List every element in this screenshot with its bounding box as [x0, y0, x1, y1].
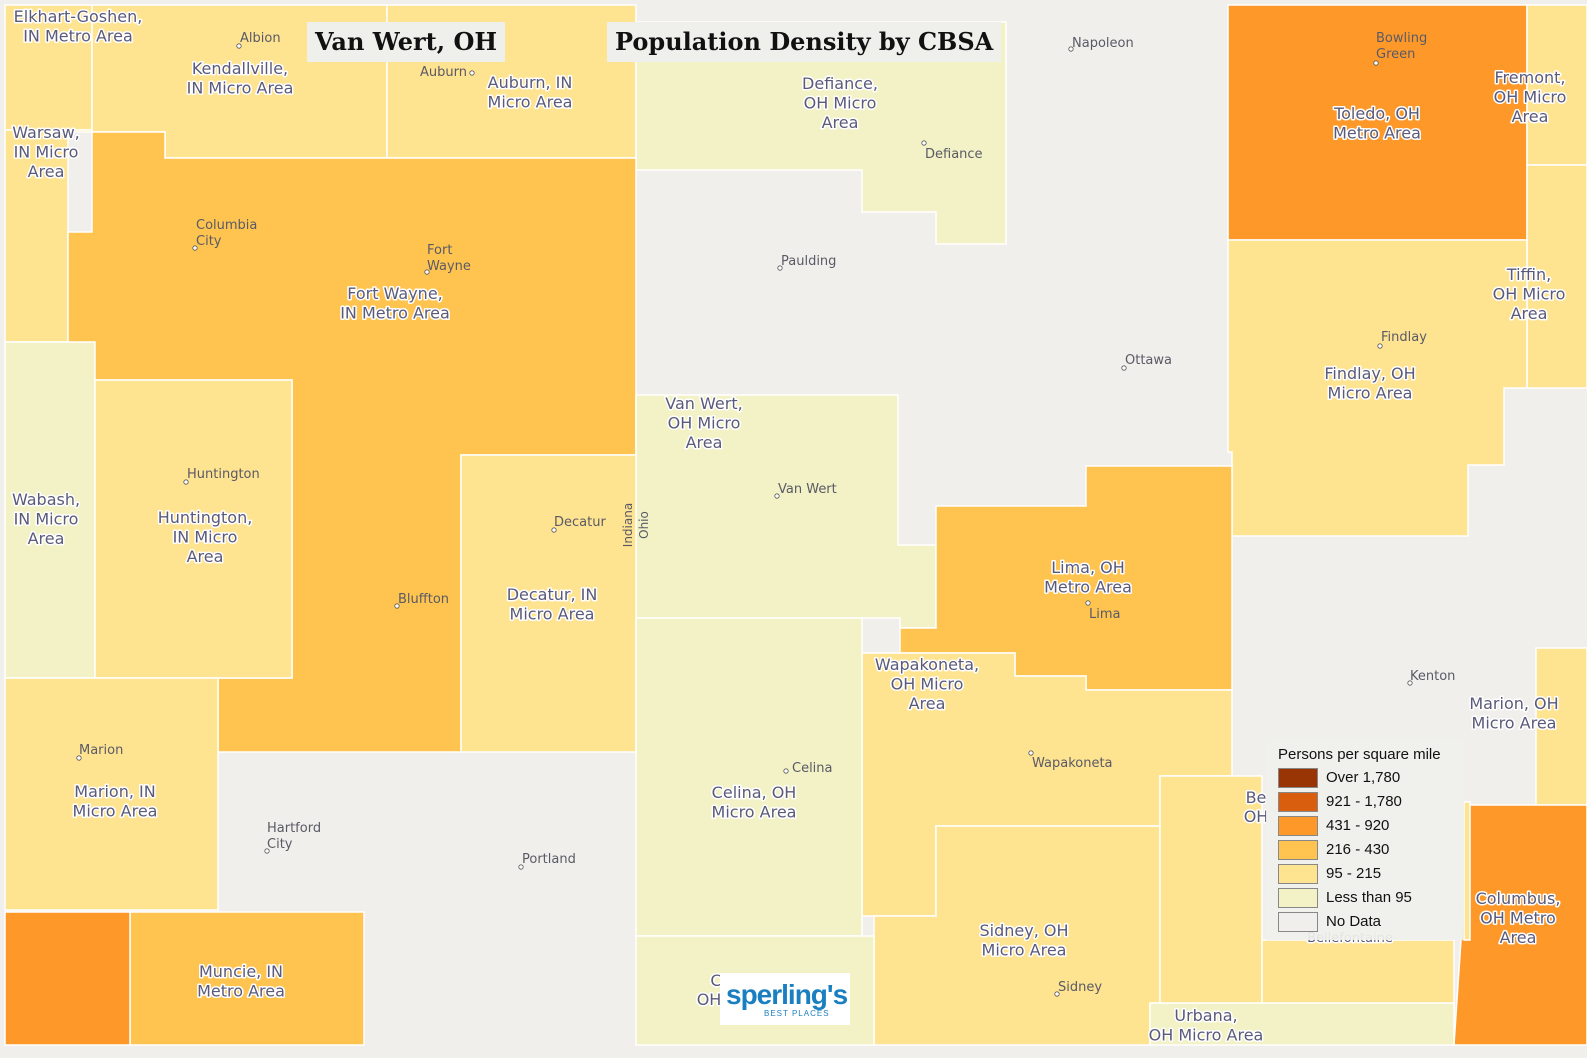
area-label-fremont-oh-micro-area: Fremont, OH Micro Area [1494, 68, 1567, 126]
area-label-wapakoneta-oh-micro-area: Wapakoneta, OH Micro Area [875, 655, 979, 713]
city-label-napoleon: Napoleon [1072, 36, 1134, 51]
area-label-celina-oh-micro-area: Celina, OH Micro Area [712, 783, 797, 822]
map-title: Population Density by CBSA [607, 22, 1002, 62]
city-label-albion: Albion [240, 31, 281, 46]
area-label-kendallville-in-micro-area: Kendallville, IN Micro Area [187, 59, 294, 98]
city-dot-wapakoneta [1028, 750, 1034, 756]
city-label-columbia-city: Columbia City [196, 218, 257, 249]
area-label-marion-in-micro-area: Marion, IN Micro Area [73, 782, 158, 821]
area-label-defiance-oh-micro-area: Defiance, OH Micro Area [802, 74, 878, 132]
region-huntington-in-micro-area [94, 379, 293, 679]
city-label-defiance: Defiance [925, 147, 983, 162]
city-dot-defiance [921, 140, 927, 146]
city-label-lima: Lima [1089, 607, 1120, 622]
city-dot-fort-wayne [424, 269, 430, 275]
logo-name: sperling's [726, 979, 848, 1010]
area-label-auburn-in-micro-area: Auburn, IN Micro Area [488, 73, 573, 112]
region-bellefontaine-east [1463, 801, 1471, 941]
city-dot-lima [1085, 600, 1091, 606]
city-label-findlay: Findlay [1381, 330, 1427, 345]
area-label-urbana-oh-micro-area: Urbana, OH Micro Area [1149, 1006, 1264, 1045]
region-defiance-oh-micro-area [635, 21, 1007, 245]
city-dot-auburn [469, 70, 475, 76]
city-label-decatur: Decatur [554, 515, 606, 530]
region-delaware-in [4, 911, 131, 1046]
region-findlay-oh-micro-area [1227, 239, 1528, 537]
logo-tagline: BEST PLACES [764, 1009, 830, 1018]
city-label-fort-wayne: Fort Wayne [427, 243, 471, 274]
area-label-findlay-oh-micro-area: Findlay, OH Micro Area [1324, 364, 1415, 403]
area-label-sidney-oh-micro-area: Sidney, OH Micro Area [979, 921, 1068, 960]
legend: Persons per square mile Over 1,780 921 -… [1266, 738, 1464, 940]
sperlings-logo: sperling's BEST PLACES [720, 973, 850, 1025]
city-label-van-wert: Van Wert [778, 482, 837, 497]
city-dot-decatur [551, 527, 557, 533]
partial-label-0: Be [1246, 788, 1267, 807]
region-celina-oh-micro-area [635, 617, 863, 937]
area-label-tiffin-oh-micro-area: Tiffin, OH Micro Area [1493, 265, 1566, 323]
city-dot-huntington [183, 479, 189, 485]
city-dot-bluffton [394, 603, 400, 609]
region-marion-in-micro-area [4, 677, 219, 911]
region-marion-oh-micro-area [1535, 647, 1587, 806]
state-label-indiana: Indiana [621, 503, 635, 547]
area-label-toledo-oh-metro-area: Toledo, OH Metro Area [1333, 104, 1421, 143]
region-bellefontaine-south [1261, 939, 1455, 1004]
city-markers [76, 43, 1413, 997]
city-label-hartford-city: Hartford City [267, 821, 321, 852]
area-label-columbus-oh-metro-area: Columbus, OH Metro Area [1476, 889, 1561, 947]
city-dot-ottawa [1121, 365, 1127, 371]
city-label-auburn: Auburn [420, 65, 467, 80]
city-label-paulding: Paulding [781, 254, 836, 269]
area-labels: Elkhart-Goshen, IN Metro Area Kendallville… [10, 6, 1567, 1047]
area-label-huntington-in-micro-area: Huntington, IN Micro Area [158, 508, 253, 566]
city-dot-sidney [1054, 991, 1060, 997]
area-label-marion-oh-micro-area: Marion, OH Micro Area [1469, 694, 1558, 733]
area-label-lima-oh-metro-area: Lima, OH Metro Area [1044, 558, 1132, 597]
city-dot-paulding [777, 265, 783, 271]
partial-label-1: OH [1244, 807, 1269, 826]
partial-label-2: C [710, 971, 721, 990]
city-dot-napoleon [1068, 46, 1074, 52]
area-label-warsaw-in-micro-area: Warsaw, IN Micro Area [12, 123, 80, 181]
city-label-bluffton: Bluffton [398, 592, 449, 607]
city-dot-kenton [1407, 680, 1413, 686]
area-label-decatur-in-micro-area: Decatur, IN Micro Area [507, 585, 598, 624]
city-dot-hartford-city [264, 848, 270, 854]
city-label-kenton: Kenton [1410, 669, 1455, 684]
region-fremont-oh-micro-area [1526, 4, 1587, 166]
area-label-fort-wayne-in-metro-area: Fort Wayne, IN Metro Area [340, 284, 450, 323]
city-dot-columbia-city [192, 245, 198, 251]
city-dot-celina [783, 768, 789, 774]
city-label-wapakoneta: Wapakoneta [1032, 756, 1113, 771]
cbsa-regions [4, 4, 1587, 1046]
location-title: Van Wert, OH [307, 22, 506, 62]
region-columbus-oh-metro-area [1453, 804, 1587, 1046]
city-labels: Albion Auburn Napoleon Bowling Green Defiance… [79, 31, 1455, 995]
city-label-celina: Celina [792, 761, 833, 776]
city-label-ottawa: Ottawa [1125, 353, 1172, 368]
state-labels: Indiana Ohio [621, 503, 651, 547]
area-label-muncie-in-metro-area: Muncie, IN Metro Area [197, 962, 285, 1001]
city-dot-findlay [1377, 343, 1383, 349]
city-label-marion: Marion [79, 743, 123, 758]
city-dot-van-wert [774, 493, 780, 499]
area-label-van-wert-oh-micro-area: Van Wert, OH Micro Area [665, 394, 742, 452]
city-label-bowling-green: Bowling Green [1376, 31, 1427, 62]
city-dot-portland [518, 864, 524, 870]
state-label-ohio: Ohio [637, 511, 651, 539]
city-label-huntington: Huntington [187, 467, 260, 482]
city-label-sidney: Sidney [1058, 980, 1102, 995]
legend-title: Persons per square mile [1278, 746, 1441, 763]
partial-label-3: OH [697, 990, 722, 1009]
city-dot-albion [236, 43, 242, 49]
city-dot-marion [76, 755, 82, 761]
city-dot-bowling-green [1373, 60, 1379, 66]
area-label-elkhart-goshen-in-metro-area: Elkhart-Goshen, IN Metro Area [14, 7, 143, 46]
city-label-portland: Portland [522, 852, 576, 867]
area-label-wabash-in-micro-area: Wabash, IN Micro Area [12, 490, 80, 548]
